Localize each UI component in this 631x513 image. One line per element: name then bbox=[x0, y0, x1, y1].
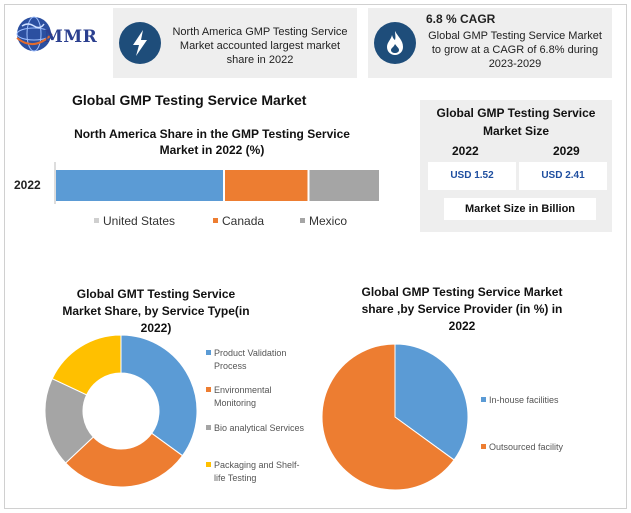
legend-label: Mexico bbox=[309, 214, 348, 228]
bar-segment-canada bbox=[225, 170, 308, 201]
legend-swatch bbox=[481, 444, 486, 449]
legend-swatch bbox=[206, 425, 211, 430]
year-2022-label: 2022 bbox=[452, 144, 479, 158]
legend-swatch bbox=[206, 350, 211, 355]
infographic-frame bbox=[4, 4, 627, 509]
cagr-title: 6.8 % CAGR bbox=[426, 12, 496, 26]
bar-legend-mexico: Mexico bbox=[300, 214, 348, 228]
donut-legend-product-validation-process: Product Validation Process bbox=[206, 347, 306, 373]
donut-chart-title: Global GMT Testing Service Market Share,… bbox=[62, 287, 250, 335]
info-card-cagr: 6.8 % CAGR Global GMP Testing Service Ma… bbox=[368, 8, 612, 78]
value-2029: USD 2.41 bbox=[519, 162, 607, 190]
bar-legend-canada: Canada bbox=[213, 214, 265, 228]
legend-label: Packaging and Shelf-life Testing bbox=[214, 460, 300, 483]
globe-icon bbox=[16, 16, 53, 52]
donut-legend-environmental-monitoring: Environmental Monitoring bbox=[206, 384, 306, 410]
legend-label: Canada bbox=[222, 214, 265, 228]
bar-legend-united-states: United States bbox=[94, 214, 176, 228]
legend-label: Bio analytical Services bbox=[214, 423, 305, 433]
legend-swatch bbox=[206, 387, 211, 392]
stacked-bar-chart: 2022 bbox=[14, 162, 379, 204]
legend-label: United States bbox=[103, 214, 176, 228]
legend-swatch bbox=[94, 218, 99, 223]
legend-swatch bbox=[300, 218, 305, 223]
legend-swatch bbox=[481, 397, 486, 402]
bar-segment-united-states bbox=[56, 170, 223, 201]
market-size-title: Global GMP Testing Service Market Size bbox=[436, 106, 596, 138]
market-size-panel: Global GMP Testing Service Market Size 2… bbox=[420, 100, 612, 232]
flame-icon bbox=[374, 22, 416, 64]
bar-segment-mexico bbox=[309, 170, 379, 201]
info-card-north-america: North America GMP Testing Service Market… bbox=[113, 8, 357, 78]
lightning-icon bbox=[119, 22, 161, 64]
mmr-logo: MMR bbox=[14, 12, 114, 58]
donut-legend-bio-analytical-services: Bio analytical Services bbox=[206, 422, 306, 435]
market-size-unit: Market Size in Billion bbox=[444, 198, 596, 220]
bar-category-label: 2022 bbox=[14, 178, 41, 192]
bar-chart-title: North America Share in the GMP Testing S… bbox=[74, 127, 350, 157]
legend-swatch bbox=[213, 218, 218, 223]
pie-legend-in-house-facilities: In-house facilities bbox=[481, 394, 579, 407]
legend-label: Environmental Monitoring bbox=[214, 385, 272, 408]
market-title: Global GMP Testing Service Market bbox=[72, 92, 307, 108]
donut-legend-packaging-and-shelf-life-testing: Packaging and Shelf-life Testing bbox=[206, 459, 306, 485]
info-card-text: Global GMP Testing Service Market to gro… bbox=[428, 30, 602, 70]
legend-swatch bbox=[206, 462, 211, 467]
legend-label: In-house facilities bbox=[489, 395, 559, 405]
logo-text: MMR bbox=[44, 27, 98, 47]
pie-legend-outsourced-facility: Outsourced facility bbox=[481, 441, 579, 454]
info-card-text: North America GMP Testing Service Market… bbox=[172, 26, 348, 66]
year-2029-label: 2029 bbox=[553, 144, 580, 158]
pie-chart-title: Global GMP Testing Service Market share … bbox=[361, 285, 563, 333]
legend-label: Product Validation Process bbox=[214, 348, 287, 371]
legend-label: Outsourced facility bbox=[489, 442, 564, 452]
value-2022: USD 1.52 bbox=[428, 162, 516, 190]
